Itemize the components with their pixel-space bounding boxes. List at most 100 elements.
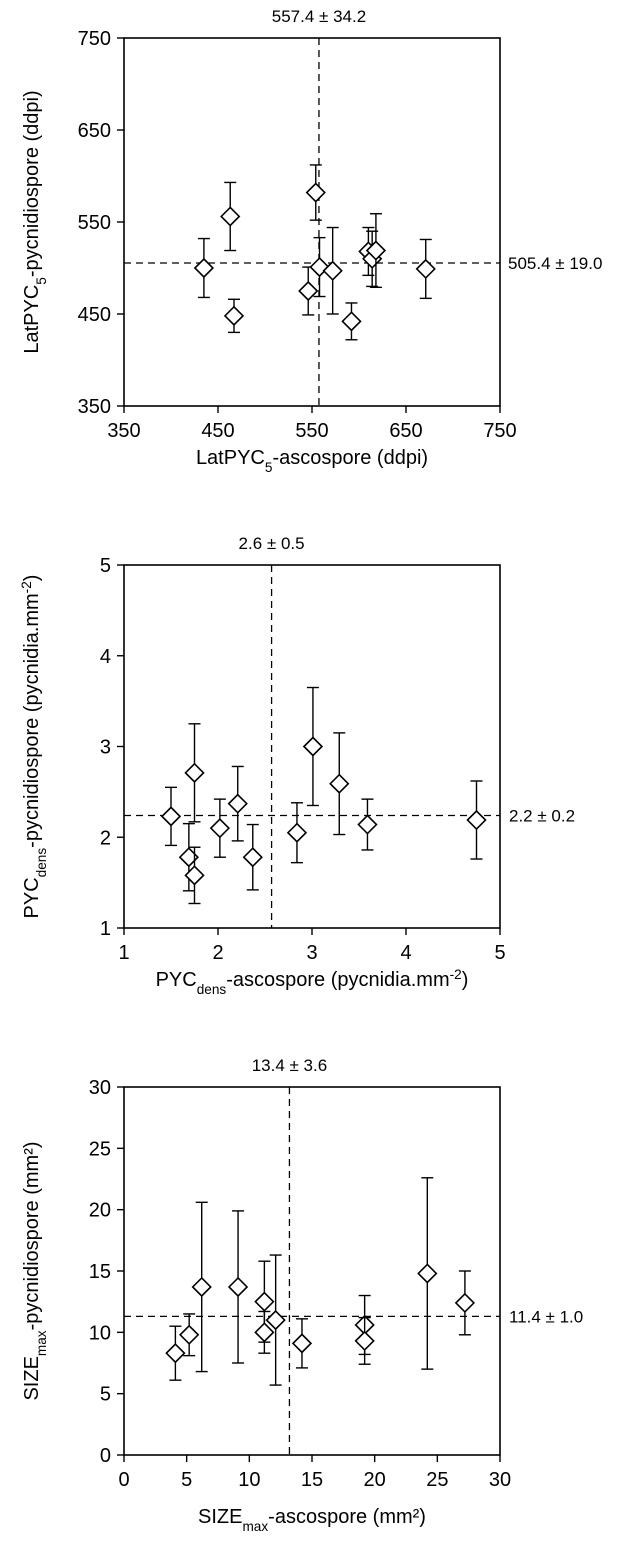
data-point	[329, 732, 350, 836]
hline-label: 2.2 ± 0.2	[509, 806, 575, 825]
x-tick-label: 350	[107, 420, 140, 442]
data-point	[227, 1210, 249, 1364]
data-point	[165, 1325, 186, 1381]
data-point	[365, 213, 387, 289]
hline-label: 11.4 ± 1.0	[509, 1307, 583, 1326]
diamond-marker	[415, 258, 436, 280]
hline-label: 505.4 ± 19.0	[508, 254, 602, 273]
y-tick-label: 350	[78, 396, 111, 418]
chart-panel-3: 0 5 10 15 20 25 30 0 5 10 15 20 25 30 13.4 ± 3.6 11.4 ±…	[21, 1056, 583, 1534]
data-point	[254, 1310, 275, 1354]
x-tick-label: 0	[118, 1469, 129, 1491]
y-tick-label: 15	[89, 1261, 111, 1283]
data-point	[415, 238, 436, 300]
diamond-marker	[454, 1292, 476, 1314]
plot-frame	[123, 37, 501, 407]
diamond-marker	[209, 818, 231, 839]
data-point	[302, 686, 324, 807]
x-tick-label: 550	[295, 420, 328, 442]
y-tick-label: 1	[100, 918, 111, 940]
diamond-marker	[322, 260, 343, 281]
data-point	[466, 780, 487, 860]
data-point	[357, 798, 378, 851]
y-tick-label: 3	[100, 737, 111, 759]
chart-panel-2: 1 2 3 4 5 1 2 3 4 5 2.6 ± 0.5 2.2 ± 0.2 PYCdens-asco…	[19, 534, 576, 997]
x-tick-label: 5	[494, 942, 505, 964]
diamond-marker	[220, 206, 241, 227]
diamond-marker	[357, 814, 378, 835]
x-tick-label: 4	[400, 942, 411, 964]
y-axis-label: SIZEmax-pycnidiospore (mm²)	[21, 1141, 49, 1400]
diamond-marker	[354, 1330, 375, 1352]
diamond-marker	[242, 847, 263, 868]
x-tick-label: 5	[181, 1469, 192, 1491]
y-tick-label: 750	[78, 28, 111, 50]
data-point	[179, 1313, 200, 1357]
x-axis-label: SIZEmax-ascospore (mm²)	[198, 1506, 426, 1534]
x-tick-label: 15	[301, 1469, 323, 1491]
y-tick-label: 450	[78, 304, 111, 326]
diamond-marker	[184, 762, 205, 783]
diamond-marker	[305, 182, 326, 203]
diamond-marker	[254, 1322, 275, 1343]
y-tick-label: 2	[100, 827, 111, 849]
diamond-marker	[179, 1324, 200, 1345]
plot-frame	[123, 1086, 501, 1456]
data-point	[193, 237, 215, 299]
data-point	[184, 723, 205, 823]
y-tick-label: 10	[89, 1322, 111, 1344]
x-tick-label: 1	[118, 942, 129, 964]
diamond-marker	[341, 311, 362, 332]
data-point	[322, 226, 343, 315]
y-axis-label: LatPYC5-pycnidiospore (ddpi)	[21, 90, 49, 353]
data-point	[242, 823, 263, 891]
x-tick-label: 10	[238, 1469, 260, 1491]
x-axis-label: PYCdens-ascospore (pycnidia.mm-2)	[156, 967, 469, 997]
diamond-marker	[184, 865, 205, 886]
diamond-marker	[227, 1276, 249, 1298]
diamond-marker	[329, 773, 350, 794]
diamond-marker	[191, 1276, 212, 1298]
y-tick-label: 20	[89, 1200, 111, 1222]
x-tick-label: 20	[364, 1469, 386, 1491]
data-point	[291, 1318, 313, 1369]
x-tick-label: 650	[389, 420, 422, 442]
diamond-marker	[227, 793, 248, 814]
diamond-marker	[193, 257, 215, 279]
vline-label: 557.4 ± 34.2	[272, 7, 366, 26]
vline-label: 2.6 ± 0.5	[239, 534, 305, 553]
data-point	[354, 1316, 375, 1365]
data-point	[191, 1201, 212, 1373]
y-axis-label: PYCdens-pycnidiospore (pycnidia.mm-2)	[19, 575, 49, 919]
data-point	[286, 802, 308, 864]
y-tick-label: 550	[78, 212, 111, 234]
vline-label: 13.4 ± 3.6	[252, 1056, 328, 1075]
data-point	[362, 230, 383, 288]
data-point	[184, 846, 205, 905]
diamond-marker	[291, 1333, 313, 1354]
data-point	[454, 1270, 476, 1336]
y-tick-label: 5	[100, 1384, 111, 1406]
y-tick-label: 30	[89, 1077, 111, 1099]
diamond-marker	[254, 1291, 275, 1312]
diamond-marker	[365, 240, 387, 261]
y-tick-label: 650	[78, 120, 111, 142]
data-point	[220, 181, 241, 252]
diamond-marker	[417, 1263, 438, 1284]
diamond-marker	[298, 280, 319, 302]
diamond-marker	[302, 736, 324, 757]
y-tick-label: 5	[100, 555, 111, 577]
data-point	[254, 1260, 275, 1343]
chart-panel-1: 350 450 550 650 750 350 450 550 650 750 557.4 ± 34…	[21, 7, 602, 475]
data-point	[227, 765, 248, 842]
x-tick-label: 25	[426, 1469, 448, 1491]
x-tick-label: 2	[212, 942, 223, 964]
y-tick-label: 4	[100, 646, 111, 668]
diamond-marker	[223, 305, 245, 326]
y-tick-label: 0	[100, 1445, 111, 1467]
data-point	[417, 1177, 438, 1370]
diamond-marker	[165, 1343, 186, 1364]
x-tick-label: 750	[483, 420, 516, 442]
diamond-marker	[466, 809, 487, 831]
